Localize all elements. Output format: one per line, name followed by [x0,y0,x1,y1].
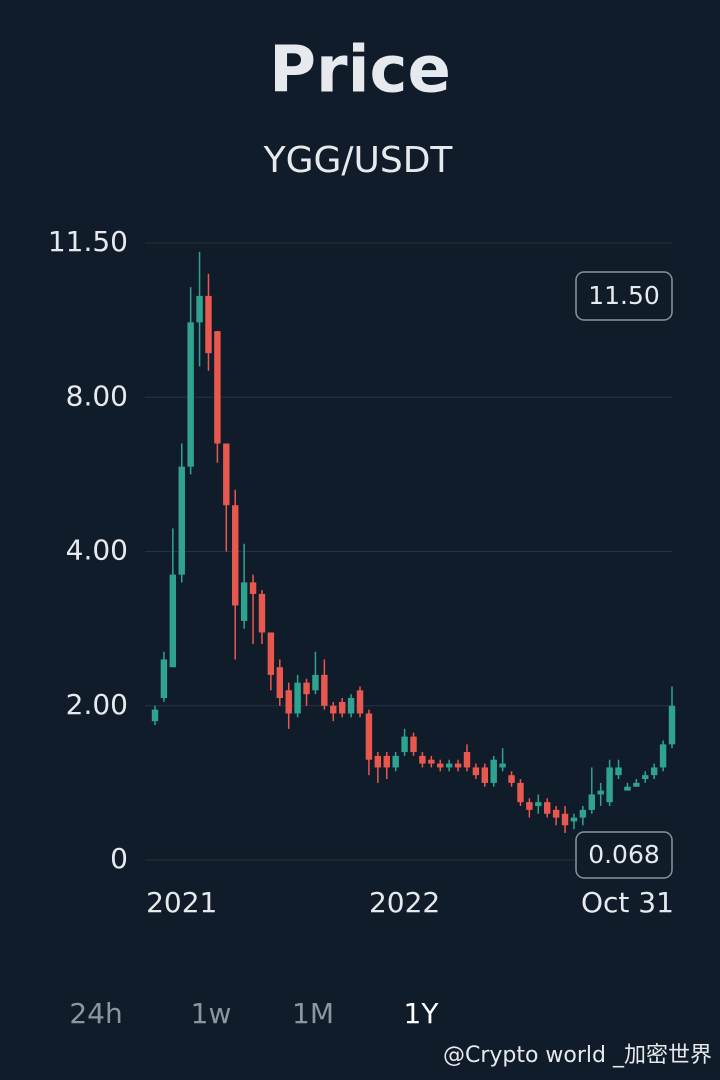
candle-body [330,705,337,714]
candle-body [454,763,462,768]
candle-body [588,794,595,810]
candle-body [187,322,194,467]
y-tick-label: 4.00 [66,534,128,567]
candle-body [428,759,435,764]
range-button[interactable]: 1Y [404,997,440,1030]
candle-body [481,767,489,783]
candle-body [552,809,560,818]
candle-body [437,763,444,768]
candle-body [659,744,667,768]
candle-body [490,759,497,783]
candle-body [615,767,622,776]
x-tick-label: 2022 [369,886,440,919]
y-tick-label: 8.00 [66,379,128,412]
candle-body [223,443,230,506]
candle-body [258,593,266,633]
candle-body [214,331,221,444]
candle-body [232,505,239,606]
candle-body [151,709,159,722]
candle-body [526,802,533,810]
candle-body [472,767,480,776]
candle-body [383,755,390,768]
candle-body [276,667,284,699]
candle-body [419,755,426,764]
candle-body [205,295,212,354]
candle-body [321,674,328,706]
candle-body [347,698,355,714]
candle-body [606,767,613,803]
candle-body [445,763,453,768]
candle-body [392,755,399,768]
candle-body [169,574,177,668]
y-tick-label: 0 [110,842,128,875]
range-button[interactable]: 1w [191,997,232,1030]
high-badge [575,271,673,321]
candle-body [624,786,631,791]
candle-body [642,775,649,780]
range-button[interactable]: 24h [69,997,122,1030]
plot: 0 2.00 4.00 8.00 11.50 2021 2022 Oct 31 [48,225,676,919]
candle-body [365,713,373,760]
candle-body [543,802,551,814]
candle-body [285,690,292,714]
low-badge [575,831,673,879]
candle-body [338,701,346,714]
candle-body [570,817,578,822]
candle-body [508,775,515,783]
high-label: 11.50 [588,281,660,310]
candle-body [196,295,203,323]
candle-body [463,752,471,768]
x-tick-label: 2021 [146,886,217,919]
candle-body [267,632,275,675]
candle-body [240,582,248,621]
candle-body [374,755,382,768]
candle-body [312,674,319,691]
candle-body [650,767,658,776]
candle-body [410,736,417,753]
candle-body [579,809,587,818]
candle-body [633,782,640,787]
candle-body [178,466,185,575]
candle-body [597,790,604,795]
candle-body [499,763,506,768]
candle-body [401,736,408,753]
watermark: @Crypto world _加密世界 [443,1043,712,1068]
low-label: 0.068 [588,840,660,869]
y-tick-label: 11.50 [48,225,128,258]
candle-body [294,682,301,714]
range-button[interactable]: 1M [292,997,334,1030]
candle-body [303,682,310,695]
candle-body [249,582,257,594]
candle-body [561,813,569,826]
y-tick-label: 2.00 [66,688,128,721]
chart-title: Price [269,34,451,108]
x-tick-label: Oct 31 [581,886,674,919]
candle-body [160,659,168,699]
chart-subtitle: YGG/USDT [263,140,454,181]
candle-body [517,782,524,803]
candle-body [356,690,364,714]
candle-body [668,705,676,745]
candle-body [535,802,542,807]
